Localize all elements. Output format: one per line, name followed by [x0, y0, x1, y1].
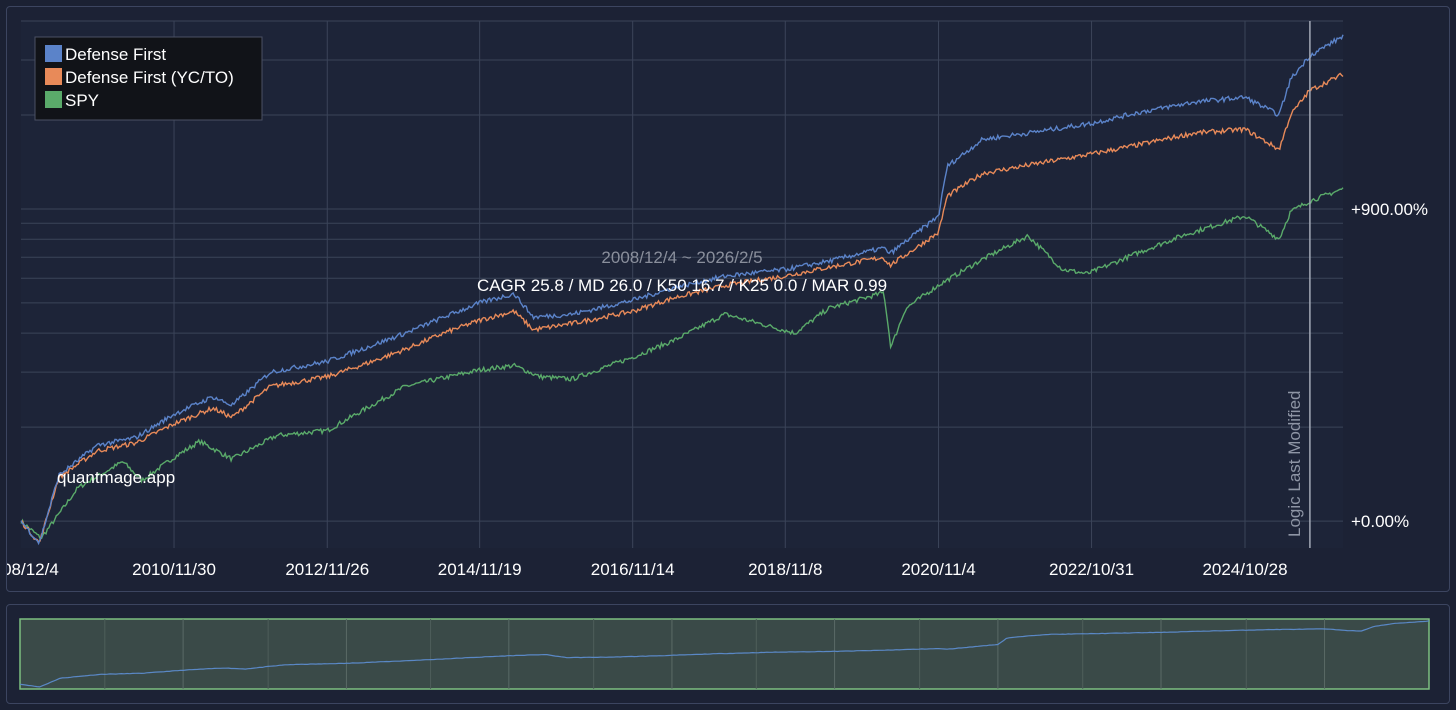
x-tick-label: 2008/12/4 [7, 560, 59, 579]
x-tick-label: 2018/11/8 [748, 560, 822, 579]
legend: Defense First Defense First (YC/TO) SPY [34, 36, 263, 121]
x-tick-label: 2010/11/30 [132, 560, 216, 579]
legend-swatch [45, 45, 62, 62]
series-line-defense-first[interactable] [20, 34, 1344, 546]
legend-box [34, 36, 263, 121]
legend-swatch [45, 68, 62, 85]
legend-label: Defense First (YC/TO) [65, 68, 234, 87]
x-tick-label: 2022/10/31 [1049, 560, 1134, 579]
watermark: quantmage.app [57, 468, 175, 487]
performance-stats: CAGR 25.8 / MD 26.0 / K50 16.7 / K25 0.0… [477, 276, 887, 295]
range-navigator[interactable] [7, 605, 1449, 703]
series-line-defense-first-yc-to[interactable] [20, 72, 1344, 543]
x-tick-label: 2014/11/19 [438, 560, 522, 579]
logic-last-modified-label: Logic Last Modified [1285, 391, 1304, 537]
legend-label: Defense First [65, 45, 166, 64]
x-tick-label: 2016/11/14 [591, 560, 675, 579]
y-tick-label: +900.00% [1351, 200, 1428, 219]
date-range-label: 2008/12/4 ~ 2026/2/5 [601, 248, 762, 267]
range-navigator-panel [6, 604, 1450, 704]
main-chart-panel: Logic Last Modified 2008/12/4 ~ 2026/2/5… [0, 6, 1450, 592]
y-tick-label: +0.00% [1351, 512, 1409, 531]
equity-curve-chart[interactable]: Logic Last Modified 2008/12/4 ~ 2026/2/5… [0, 7, 1449, 591]
series-line-spy[interactable] [20, 187, 1344, 540]
x-tick-label: 2012/11/26 [285, 560, 369, 579]
navigator-series-line [19, 620, 1430, 688]
x-tick-label: 2020/11/4 [901, 560, 975, 579]
legend-label: SPY [65, 91, 99, 110]
legend-swatch [45, 91, 62, 108]
x-tick-label: 2024/10/28 [1202, 560, 1287, 579]
